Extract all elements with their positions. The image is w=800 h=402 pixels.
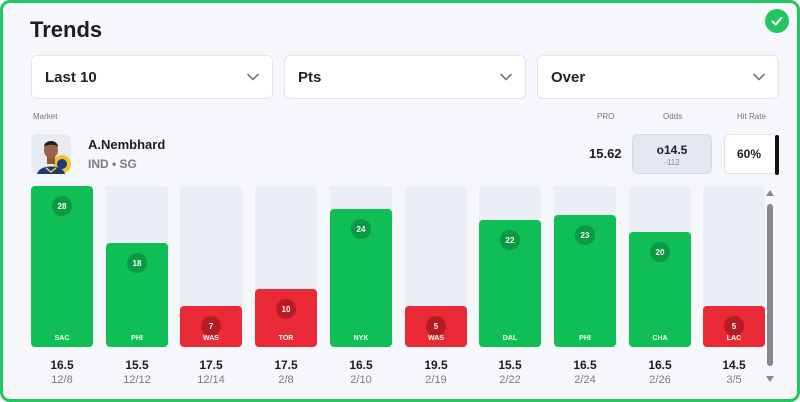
game-opponent-label: CHA <box>652 335 668 342</box>
game-points-badge: 20 <box>650 242 670 262</box>
chevron-down-icon <box>753 73 765 81</box>
player-team-position: IND • SG <box>88 157 137 171</box>
game-opponent-label: NYK <box>353 335 369 342</box>
scroll-thumb[interactable] <box>767 204 773 366</box>
game-line-value: 19.5 <box>424 358 448 372</box>
check-circle-icon <box>765 9 789 33</box>
side-dropdown[interactable]: Over <box>537 55 779 99</box>
game-date: 2/10 <box>350 374 372 386</box>
game-line-value: 15.5 <box>498 358 522 372</box>
game-line-value: 17.5 <box>199 358 223 372</box>
game-bar[interactable]: 7 WAS <box>180 306 242 347</box>
chevron-down-icon <box>500 73 512 81</box>
player-avatar <box>31 134 71 174</box>
game-points-badge: 18 <box>127 253 147 273</box>
game-bar[interactable]: 22 DAL <box>479 220 541 347</box>
game-bar[interactable]: 5 WAS <box>405 306 467 347</box>
range-dropdown-value: Last 10 <box>45 68 97 86</box>
game-bar[interactable]: 10 TOR <box>255 289 317 347</box>
game-points-badge: 22 <box>500 230 520 250</box>
player-name: A.Nembhard <box>88 137 166 152</box>
game-line-value: 16.5 <box>349 358 373 372</box>
stat-dropdown-value: Pts <box>298 68 322 86</box>
game-date: 12/8 <box>51 374 73 386</box>
range-dropdown[interactable]: Last 10 <box>31 55 273 99</box>
odds-header: Odds <box>663 112 683 121</box>
game-date: 2/8 <box>278 374 294 386</box>
game-bar-track: 20 CHA <box>629 186 691 347</box>
stat-dropdown[interactable]: Pts <box>284 55 526 99</box>
game-bar-track: 7 WAS <box>180 186 242 347</box>
game-bar-track: 5 LAC <box>703 186 765 347</box>
game-points-badge: 7 <box>201 316 221 336</box>
pro-header: PRO <box>597 112 615 121</box>
game-bar[interactable]: 28 SAC <box>31 186 93 347</box>
card-title: Trends <box>30 17 103 42</box>
game-points-badge: 24 <box>351 219 371 239</box>
game-date: 2/19 <box>425 374 447 386</box>
game-bar[interactable]: 5 LAC <box>703 306 765 347</box>
game-bar-track: 24 NYK <box>330 186 392 347</box>
game-line-value: 16.5 <box>50 358 74 372</box>
game-opponent-label: PHI <box>579 335 591 342</box>
game-points-badge: 23 <box>575 225 595 245</box>
pro-value: 15.62 <box>589 146 622 161</box>
vertical-scrollbar[interactable] <box>765 189 775 383</box>
game-points-badge: 5 <box>724 316 744 336</box>
game-bar-track: 18 PHI <box>106 186 168 347</box>
game-points-badge: 10 <box>276 299 296 319</box>
game-line-value: 14.5 <box>722 358 746 372</box>
game-line-value: 15.5 <box>125 358 149 372</box>
odds-button[interactable]: o14.5 -112 <box>632 134 712 174</box>
game-date: 12/12 <box>123 374 151 386</box>
game-points-badge: 28 <box>52 196 72 216</box>
game-opponent-label: TOR <box>278 335 294 342</box>
game-opponent-label: LAC <box>726 335 742 342</box>
hit-rate-indicator <box>775 135 779 175</box>
scroll-up-arrow-icon[interactable] <box>766 190 774 196</box>
game-bar[interactable]: 23 PHI <box>554 215 616 347</box>
side-dropdown-value: Over <box>551 68 586 86</box>
game-bar-track: 23 PHI <box>554 186 616 347</box>
game-opponent-label: SAC <box>54 335 70 342</box>
game-bar[interactable]: 18 PHI <box>106 243 168 347</box>
scroll-down-arrow-icon[interactable] <box>766 376 774 382</box>
game-date: 3/5 <box>726 374 742 386</box>
odds-price: -112 <box>664 158 680 167</box>
hit-rate-box: 60% <box>724 134 779 175</box>
game-points-badge: 5 <box>426 316 446 336</box>
market-header: Market <box>33 112 58 121</box>
odds-line: o14.5 <box>656 143 688 157</box>
game-bar-track: 5 WAS <box>405 186 467 347</box>
chevron-down-icon <box>247 73 259 81</box>
game-opponent-label: WAS <box>203 335 219 342</box>
game-date: 12/14 <box>197 374 225 386</box>
game-date: 2/26 <box>649 374 671 386</box>
hit-rate-value: 60% <box>737 147 762 161</box>
game-bar-track: 22 DAL <box>479 186 541 347</box>
game-date: 2/22 <box>499 374 521 386</box>
game-line-value: 16.5 <box>648 358 672 372</box>
game-line-value: 16.5 <box>573 358 597 372</box>
hit-rate-header: Hit Rate <box>737 112 766 121</box>
game-bar-track: 10 TOR <box>255 186 317 347</box>
game-date: 2/24 <box>574 374 596 386</box>
game-bar[interactable]: 20 CHA <box>629 232 691 347</box>
game-line-value: 17.5 <box>274 358 298 372</box>
game-bar[interactable]: 24 NYK <box>330 209 392 347</box>
game-opponent-label: DAL <box>502 335 518 342</box>
game-opponent-label: WAS <box>428 335 444 342</box>
game-bar-track: 28 SAC <box>31 186 93 347</box>
game-opponent-label: PHI <box>131 335 143 342</box>
